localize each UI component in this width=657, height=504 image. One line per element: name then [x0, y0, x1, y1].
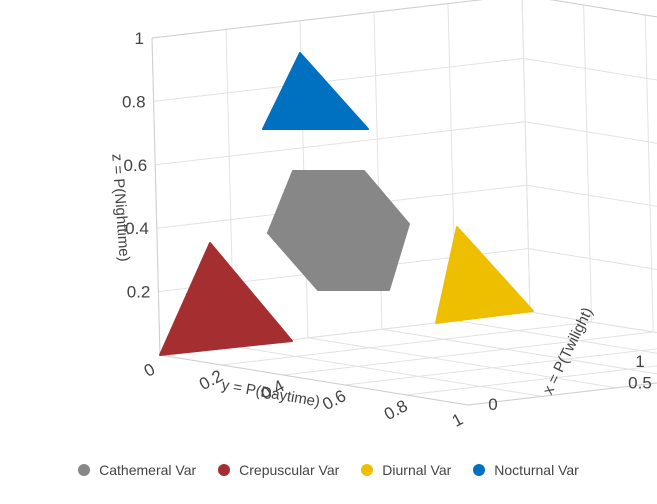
grid-line: [529, 311, 657, 334]
grid-line: [521, 0, 531, 313]
region-diurnal-var: [435, 226, 534, 324]
axis-line: [151, 37, 161, 356]
axis-line: [549, 0, 657, 18]
grid-line: [153, 57, 524, 102]
region-cathemeral-var: [267, 170, 410, 291]
grid-line: [151, 0, 484, 39]
legend-label: Diurnal Var: [382, 462, 452, 478]
grid-line: [583, 4, 593, 323]
legend-item[interactable]: Crepuscular Var: [218, 462, 339, 478]
legend-item[interactable]: Cathemeral Var: [78, 462, 196, 478]
grid-line: [455, 320, 657, 354]
grid-line: [381, 328, 657, 375]
grid-line: [523, 57, 657, 81]
grid-line: [644, 14, 654, 333]
legend-swatch: [78, 464, 91, 476]
axis-line: [467, 382, 657, 406]
x-tick-label: 0: [488, 395, 497, 414]
grid-line: [526, 184, 657, 207]
grid-line: [528, 248, 657, 270]
z-tick-label: 0.4: [125, 219, 149, 238]
grid-lines: [151, 0, 657, 406]
legend-item[interactable]: Diurnal Var: [361, 462, 451, 478]
axis-line: [159, 354, 469, 406]
grid-line: [406, 365, 657, 396]
legend-swatch: [473, 464, 486, 476]
grid-line: [344, 348, 657, 386]
legend-label: Cathemeral Var: [99, 462, 197, 478]
y-tick-label: 0: [141, 360, 158, 381]
y-tick-label: 1: [449, 410, 466, 431]
grid-line: [155, 121, 526, 166]
axis-line: [151, 0, 484, 39]
grid-line: [549, 0, 657, 18]
grid-line: [233, 345, 543, 397]
legend-label: Nocturnal Var: [494, 462, 579, 478]
chart-plot: 0.20.40.60.810 0.2 0.4 0.6 0.8 100.51 x = P(T…: [108, 0, 657, 431]
legend-swatch: [361, 464, 374, 476]
x-tick-label: 0.5: [628, 374, 652, 393]
grid-line: [283, 331, 654, 376]
data-regions: [159, 52, 534, 356]
z-tick-label: 1: [135, 29, 144, 48]
grid-line: [221, 321, 592, 366]
z-tick-label: 0.8: [122, 92, 146, 111]
legend-item[interactable]: Nocturnal Var: [473, 462, 579, 478]
region-crepuscular-var: [159, 242, 293, 356]
z-tick-label: 0.2: [127, 283, 151, 302]
x-tick-label: 1: [635, 352, 644, 371]
y-tick-label: 0.8: [381, 396, 411, 424]
y-tick-label: 0.6: [319, 386, 349, 414]
grid-line: [307, 337, 617, 389]
z-tick-label: 0.6: [124, 156, 148, 175]
region-nocturnal-var: [262, 52, 369, 130]
legend-label: Crepuscular Var: [239, 462, 340, 478]
legend: Cathemeral Var Crepuscular Var Diurnal Var…: [0, 452, 657, 488]
legend-swatch: [218, 464, 231, 476]
grid-line: [525, 121, 657, 144]
